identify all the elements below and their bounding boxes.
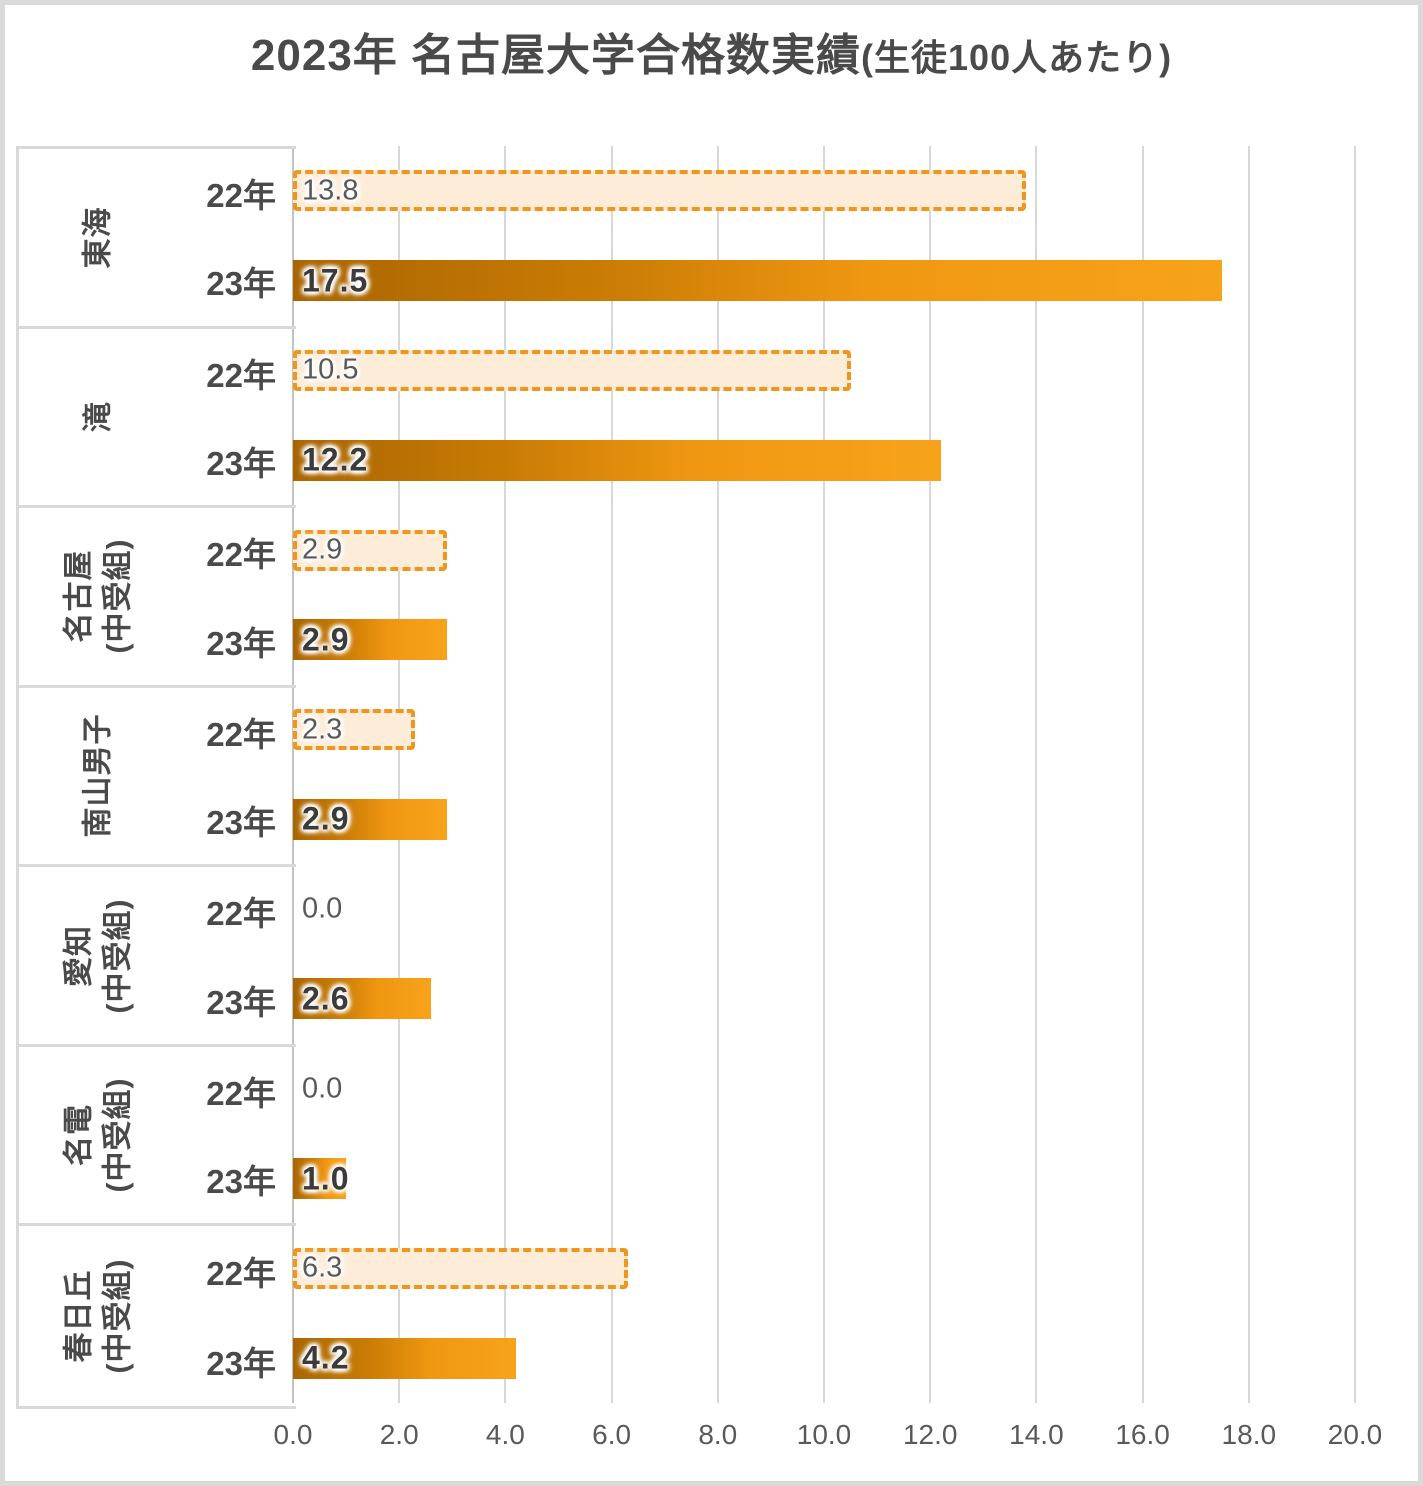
year-labels: 22年 23年	[178, 867, 296, 1044]
category-group-row: 春日丘 (中受組) 22年 23年	[19, 1226, 296, 1406]
x-tick-label: 14.0	[1009, 1419, 1064, 1450]
gridline	[1247, 146, 1250, 1403]
x-axis: 0.0 2.0 4.0 6.0 8.0 10.0 12.0 14.0 16.0 18.0 20.0	[5, 1415, 1418, 1459]
year-label: 22年	[206, 356, 276, 394]
category-axis: 東海 22年 23年滝 22年 23年 名古屋 (中受組) 22年 23年 南山男子 22年 23年…	[16, 146, 296, 1409]
category-label: 名古屋 (中受組)	[19, 508, 177, 685]
category-label-text: 名電 (中受組)	[61, 1077, 134, 1193]
x-tick-label: 8.0	[698, 1419, 738, 1450]
category-label-text: 春日丘 (中受組)	[61, 1258, 134, 1374]
gridline	[1035, 146, 1038, 1403]
y-axis-line	[292, 146, 294, 1403]
bar-2022	[293, 170, 1026, 212]
bar-2023	[293, 798, 447, 840]
category-label-text: 愛知 (中受組)	[61, 898, 134, 1014]
category-label: 春日丘 (中受組)	[19, 1226, 177, 1406]
x-tick-label: 20.0	[1327, 1419, 1383, 1450]
value-label: 13.8	[302, 174, 359, 207]
x-tick-label: 0.0	[273, 1419, 313, 1450]
category-label-text: 南山男子	[81, 713, 115, 838]
category-label-text: 滝	[81, 401, 115, 433]
value-label: 2.3	[302, 713, 343, 746]
x-tick-label: 4.0	[485, 1419, 525, 1450]
value-label: 4.2	[302, 1339, 350, 1376]
x-tick-label: 18.0	[1221, 1419, 1277, 1450]
category-label: 愛知 (中受組)	[19, 867, 177, 1044]
value-label: 2.9	[302, 533, 343, 566]
year-label: 22年	[206, 715, 276, 753]
year-labels: 22年 23年	[178, 508, 296, 685]
value-label: 17.5	[302, 262, 369, 299]
x-tick-label: 10.0	[796, 1419, 852, 1450]
year-labels: 22年 23年	[178, 1226, 296, 1406]
category-group-row: 名電 (中受組) 22年 23年	[19, 1047, 296, 1227]
value-label: 6.3	[302, 1251, 343, 1284]
value-label: 12.2	[302, 441, 369, 478]
year-labels: 22年 23年	[178, 1047, 296, 1224]
year-labels: 22年 23年	[178, 688, 296, 865]
gridline	[716, 146, 719, 1403]
category-group-row: 滝 22年 23年	[19, 329, 296, 509]
x-tick-label: 12.0	[902, 1419, 958, 1450]
bar-2023	[293, 1337, 517, 1379]
chart-title-main: 2023年 名古屋大学合格数実績	[250, 31, 862, 80]
year-labels: 22年 23年	[178, 149, 296, 326]
category-label-text: 名古屋 (中受組)	[61, 538, 134, 654]
year-labels: 22年 23年	[178, 329, 296, 506]
category-group-row: 南山男子 22年 23年	[19, 688, 296, 868]
bar-2023	[293, 1158, 347, 1200]
category-label: 南山男子	[19, 688, 177, 865]
chart-title-suffix: (生徒100人あたり)	[861, 37, 1173, 78]
category-label: 名電 (中受組)	[19, 1047, 177, 1224]
year-label: 23年	[206, 444, 276, 482]
value-label: 2.9	[302, 621, 350, 658]
year-label: 23年	[206, 983, 276, 1021]
gridline	[1141, 146, 1144, 1403]
gridline	[610, 146, 613, 1403]
chart-title: 2023年 名古屋大学合格数実績(生徒100人あたり)	[5, 31, 1418, 82]
value-label: 10.5	[302, 353, 359, 386]
year-label: 23年	[206, 624, 276, 662]
year-label: 22年	[206, 536, 276, 574]
value-label: 2.9	[302, 800, 350, 837]
category-label-text: 東海	[81, 206, 115, 269]
plot-area: 13.8 10.5 2.9 2.3 0.0 0.0 6.3 17.5 12.2 2.9 2.9 2.6…	[292, 146, 1356, 1403]
year-label: 23年	[206, 804, 276, 842]
year-label: 22年	[206, 177, 276, 215]
value-label: 1.0	[302, 1160, 350, 1197]
bar-2023	[293, 619, 447, 661]
gridline	[504, 146, 507, 1403]
bar-2022	[293, 709, 416, 751]
category-label: 滝	[19, 329, 177, 506]
x-tick-label: 6.0	[592, 1419, 632, 1450]
year-label: 22年	[206, 1255, 276, 1293]
bar-2023	[293, 260, 1223, 302]
year-label: 22年	[206, 1074, 276, 1112]
gridline	[398, 146, 401, 1403]
value-label: 2.6	[302, 980, 350, 1017]
bar-2023	[293, 978, 432, 1020]
bar-2022	[293, 349, 851, 391]
year-label: 23年	[206, 1345, 276, 1383]
bar-2023	[293, 439, 941, 481]
category-label: 東海	[19, 149, 177, 326]
gridline	[1354, 146, 1356, 1403]
value-label: 0.0	[302, 1072, 343, 1105]
bar-2022	[293, 1247, 628, 1289]
gridline	[823, 146, 825, 1403]
bar-2022	[293, 529, 447, 571]
x-tick-label: 2.0	[379, 1419, 419, 1450]
x-tick-label: 16.0	[1115, 1419, 1170, 1450]
category-group-row: 東海 22年 23年	[19, 149, 296, 329]
year-label: 23年	[206, 1163, 276, 1201]
gridline	[929, 146, 932, 1403]
year-label: 23年	[206, 265, 276, 303]
year-label: 22年	[206, 895, 276, 933]
category-group-row: 名古屋 (中受組) 22年 23年	[19, 508, 296, 688]
category-group-row: 愛知 (中受組) 22年 23年	[19, 867, 296, 1047]
value-label: 0.0	[302, 892, 343, 925]
